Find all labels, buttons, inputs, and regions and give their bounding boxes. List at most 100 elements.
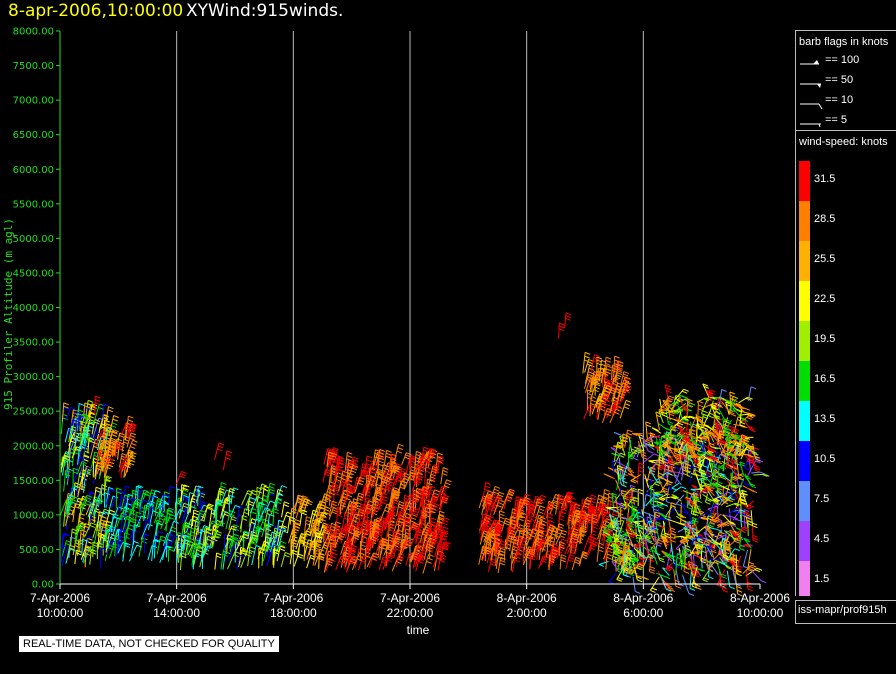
barb-feather bbox=[527, 548, 534, 552]
barb-feather bbox=[547, 506, 554, 510]
barb-feather bbox=[429, 527, 435, 531]
barb-feather bbox=[580, 512, 587, 516]
barb-feather bbox=[352, 510, 358, 514]
barb-feather bbox=[518, 515, 524, 519]
barb-feather bbox=[672, 428, 678, 432]
wind-barb bbox=[439, 494, 445, 512]
barb-feather bbox=[112, 540, 118, 544]
barb-feather bbox=[116, 438, 123, 442]
barb-feather bbox=[128, 415, 134, 419]
barb-feather bbox=[385, 486, 392, 489]
wind-barb bbox=[422, 499, 426, 520]
barb-feather bbox=[196, 549, 202, 553]
barb-feather bbox=[351, 544, 357, 548]
barb-feather bbox=[601, 359, 607, 363]
barb-feather bbox=[212, 529, 219, 533]
wind-barb bbox=[197, 485, 199, 506]
barb-feather bbox=[75, 552, 82, 556]
barb-feather bbox=[260, 486, 267, 490]
barb-feather bbox=[249, 497, 256, 500]
wind-barb bbox=[89, 432, 98, 451]
barb-feather bbox=[588, 502, 594, 506]
barb-feather bbox=[348, 542, 354, 546]
barb-feather bbox=[388, 553, 394, 557]
wind-barb bbox=[72, 411, 76, 426]
barb-feather bbox=[375, 523, 382, 527]
barb-feather bbox=[538, 511, 544, 515]
barb-feather bbox=[518, 526, 524, 530]
barb-feather bbox=[99, 492, 106, 496]
barb-feather bbox=[385, 455, 391, 459]
barb-feather bbox=[227, 534, 233, 538]
barb-feather bbox=[592, 519, 599, 523]
barb-feather bbox=[585, 499, 592, 503]
wind-barb bbox=[120, 459, 127, 474]
barb-feather bbox=[291, 538, 298, 542]
barb-feather bbox=[259, 527, 265, 531]
barb-feather bbox=[85, 407, 91, 410]
wind-barb bbox=[247, 546, 251, 567]
barb-feather bbox=[484, 501, 490, 505]
barb-feather bbox=[305, 533, 311, 537]
barb-feather bbox=[105, 426, 111, 430]
barb-feather bbox=[241, 549, 248, 553]
wind-barb bbox=[538, 555, 544, 569]
barb-feather bbox=[425, 506, 431, 510]
barb-feather bbox=[136, 485, 142, 489]
barb-feather bbox=[218, 490, 224, 493]
barb-feather bbox=[552, 506, 558, 510]
wind-barb bbox=[289, 508, 293, 525]
barb-feather bbox=[570, 507, 577, 511]
barb-feather bbox=[418, 541, 425, 544]
barb-feather bbox=[193, 542, 200, 545]
barb-feather bbox=[366, 497, 372, 501]
wind-barb bbox=[421, 534, 428, 552]
barb-feather bbox=[107, 409, 114, 413]
barb-feather bbox=[412, 524, 419, 528]
barb-feather bbox=[78, 539, 84, 543]
barb-feather bbox=[101, 457, 108, 461]
barb-feather bbox=[343, 554, 349, 558]
barb-feather bbox=[374, 527, 381, 530]
barb-feather bbox=[415, 460, 421, 464]
barb-feather bbox=[603, 496, 609, 500]
barb-feather bbox=[594, 354, 600, 358]
barb-feather bbox=[482, 535, 488, 539]
wind-barb bbox=[206, 539, 212, 552]
barb-feather bbox=[97, 497, 104, 501]
barb-feather bbox=[331, 503, 337, 507]
barb-feather bbox=[606, 365, 612, 369]
barb-feather bbox=[568, 542, 575, 546]
barb-feather bbox=[151, 495, 157, 499]
barb-feather bbox=[388, 555, 395, 558]
wind-barb bbox=[323, 558, 330, 573]
barb-feather bbox=[269, 488, 275, 492]
wind-barb bbox=[299, 498, 306, 514]
wind-barb bbox=[524, 503, 530, 521]
barb-feather bbox=[362, 463, 368, 467]
barb-feather bbox=[567, 494, 573, 498]
barb-feather bbox=[431, 517, 437, 521]
wind-barb bbox=[381, 517, 385, 539]
barb-feather bbox=[207, 506, 213, 510]
wind-barb bbox=[110, 513, 114, 533]
wind-barb bbox=[191, 509, 195, 527]
wind-barb bbox=[405, 494, 410, 509]
wind-barb bbox=[179, 484, 185, 504]
barb-feather bbox=[337, 456, 344, 460]
barb-feather bbox=[128, 449, 134, 453]
barb-feather bbox=[357, 497, 363, 501]
barb-feather bbox=[558, 499, 565, 503]
barb-feather bbox=[680, 541, 686, 545]
wind-barb bbox=[482, 490, 489, 507]
barb-feather bbox=[552, 499, 559, 503]
barb-feather bbox=[659, 559, 666, 563]
wind-barb bbox=[219, 482, 222, 504]
barb-feather bbox=[387, 556, 393, 560]
wind-barb bbox=[382, 553, 389, 571]
barb-feather bbox=[443, 531, 449, 535]
barb-feather bbox=[422, 489, 428, 493]
barb-feather bbox=[495, 523, 501, 527]
barb-feather bbox=[620, 492, 626, 496]
barb-feather bbox=[604, 532, 611, 536]
